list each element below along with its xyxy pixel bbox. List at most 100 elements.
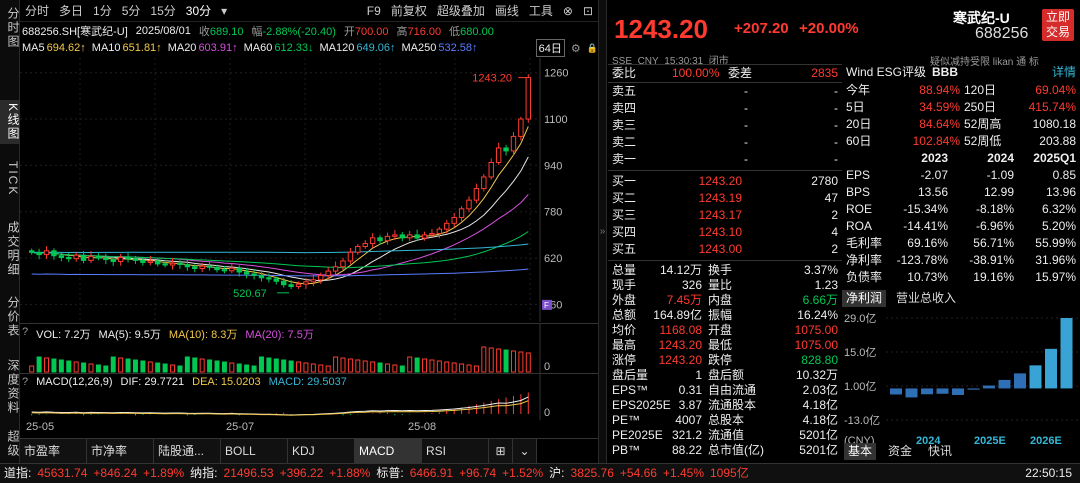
esg-detail-link[interactable]: 详情	[1051, 65, 1076, 79]
lock-icon[interactable]: 🔒	[586, 42, 598, 53]
bid-row[interactable]: 买五 1243.00 2	[612, 241, 838, 258]
trade-now-button[interactable]: 立即交易	[1042, 9, 1074, 41]
bar-high: 716.00	[407, 26, 442, 38]
collapse-icon[interactable]: ⊡	[582, 3, 593, 18]
ma-label: MA5	[22, 42, 45, 54]
ask-row[interactable]: 卖四 - -	[612, 100, 838, 117]
period-1m[interactable]: 1分	[93, 4, 112, 18]
period-dropdown-icon[interactable]: ▾	[221, 3, 228, 18]
stat-label: 最低	[708, 338, 733, 352]
volume-bar	[466, 364, 472, 373]
candle-body	[525, 77, 531, 120]
candle-body	[221, 269, 228, 272]
bid-row[interactable]: 买四 1243.10 4	[612, 224, 838, 241]
right-tab-news[interactable]: 快讯	[928, 444, 953, 458]
overlay-button[interactable]: 超级叠加	[436, 4, 485, 18]
stat-label: 均价	[612, 323, 637, 337]
perf-label: 52周高	[964, 117, 1002, 131]
sh-pct: +1.45%	[662, 466, 704, 480]
sh-change: +54.66	[619, 466, 657, 480]
rail-tab-trade-detail[interactable]: 成交明细	[6, 221, 20, 277]
stat-label: 内盘	[708, 293, 733, 307]
volume-bar	[236, 363, 242, 373]
volume-bar	[303, 362, 309, 373]
tab-pb[interactable]: 市净率	[87, 439, 154, 463]
tab-connect[interactable]: 陆股通...	[154, 439, 221, 463]
volume-chart[interactable]: ? VOL: 7.2万 MA(5): 9.5万 MA(10): 8.3万 MA(…	[20, 323, 598, 374]
stat-row: 最高 1243.20 最低 1075.00	[612, 337, 838, 354]
ma-value: 651.81↑	[122, 42, 162, 54]
bid-row[interactable]: 买一 1243.20 2780	[612, 173, 838, 190]
candle-body	[103, 257, 109, 261]
rail-tab-price-table[interactable]: 分价表	[6, 296, 20, 338]
bar-date: 2025/08/01	[135, 25, 191, 37]
ma-item: MA60 612.33↓	[244, 42, 314, 54]
ask-row[interactable]: 卖三 - -	[612, 117, 838, 134]
candle-body	[236, 267, 242, 273]
tab-net-profit[interactable]: 净利润	[842, 290, 887, 307]
bid-row[interactable]: 买二 1243.19 47	[612, 190, 838, 207]
ma-range-select[interactable]: 64日	[535, 39, 565, 57]
nasdaq-label: 纳指:	[190, 466, 218, 480]
ask-row[interactable]: 卖一 - -	[612, 151, 838, 168]
expand-icon[interactable]: »	[599, 226, 606, 237]
rail-tab-kline[interactable]: K线图	[0, 100, 20, 144]
bid-label: 买五	[612, 242, 637, 256]
period-timeshare[interactable]: 分时	[25, 4, 50, 18]
ask-row[interactable]: 卖五 - -	[612, 83, 838, 100]
fin-value: 56.71%	[973, 236, 1014, 250]
tab-rsi[interactable]: RSI	[422, 439, 489, 463]
period-5m[interactable]: 5分	[121, 4, 141, 18]
period-30m[interactable]: 30分	[185, 4, 212, 18]
candle-body	[140, 259, 146, 263]
rail-tab-timeshare[interactable]: 分时图	[6, 7, 20, 49]
candle-body	[251, 273, 257, 276]
volume-bar	[229, 362, 235, 373]
ma-value: 649.06↑	[356, 42, 396, 54]
rail-tab-depth[interactable]: 深度资料	[6, 359, 20, 415]
close-icon[interactable]: ⊗	[562, 3, 573, 18]
macd-help-icon[interactable]: ?	[22, 376, 29, 388]
stat-label: 盘后额	[708, 368, 745, 382]
stat-label: 量比	[708, 278, 733, 292]
chevron-down-icon[interactable]: ⌄	[513, 439, 537, 463]
stat-label: 涨停	[612, 353, 637, 367]
period-multiday[interactable]: 多日	[59, 4, 84, 18]
fin-year: 2023	[921, 151, 948, 165]
add-icon[interactable]: ⊞	[489, 439, 513, 463]
f9-button[interactable]: F9	[366, 3, 381, 18]
nasdaq-value: 21496.53	[223, 466, 274, 480]
tools-button[interactable]: 工具	[528, 4, 553, 18]
rail-tab-tick[interactable]: TICK	[6, 161, 20, 197]
bid-label: 买三	[612, 208, 637, 222]
adjust-button[interactable]: 前复权	[390, 4, 427, 18]
tab-pe[interactable]: 市盈率	[20, 439, 87, 463]
right-tab-fund[interactable]: 资金	[888, 444, 913, 458]
fin-value: 19.16%	[973, 270, 1014, 284]
volume-bar	[88, 363, 94, 373]
candle-body	[488, 161, 494, 178]
gear-icon[interactable]: ⚙	[570, 42, 581, 55]
bid-row[interactable]: 买三 1243.17 2	[612, 207, 838, 224]
fin-value: 55.99%	[1035, 236, 1076, 250]
tab-macd[interactable]: MACD	[355, 439, 422, 463]
ask-row[interactable]: 卖二 - -	[612, 134, 838, 151]
panel-divider[interactable]: »	[598, 0, 607, 463]
candle-body	[177, 262, 183, 265]
macd-chart[interactable]: ? MACD(12,26,9) DIF: 29.7721 DEA: 15.020…	[20, 373, 598, 420]
draw-button[interactable]: 画线	[494, 4, 519, 18]
tab-revenue[interactable]: 营业总收入	[896, 291, 957, 305]
vol-legend: ? VOL: 7.2万 MA(5): 9.5万 MA(10): 8.3万 MA(…	[22, 326, 314, 342]
right-tab-basic[interactable]: 基本	[844, 443, 877, 460]
tab-boll[interactable]: BOLL	[221, 439, 288, 463]
y-tick-label: 620	[544, 253, 562, 265]
period-15m[interactable]: 15分	[150, 4, 176, 18]
rail-tab-super[interactable]: 超级	[6, 430, 20, 458]
ask-price: -	[744, 84, 748, 98]
volume-bar	[95, 364, 101, 373]
kline-chart[interactable]: 1260 1100 940 780 620 460 1243.20 520.67 F	[20, 58, 598, 322]
vol-help-icon[interactable]: ?	[22, 326, 29, 338]
ma-value: 603.91↑	[198, 42, 238, 54]
tab-kdj[interactable]: KDJ	[288, 439, 355, 463]
y-tick-label: 1.00亿	[844, 380, 876, 393]
